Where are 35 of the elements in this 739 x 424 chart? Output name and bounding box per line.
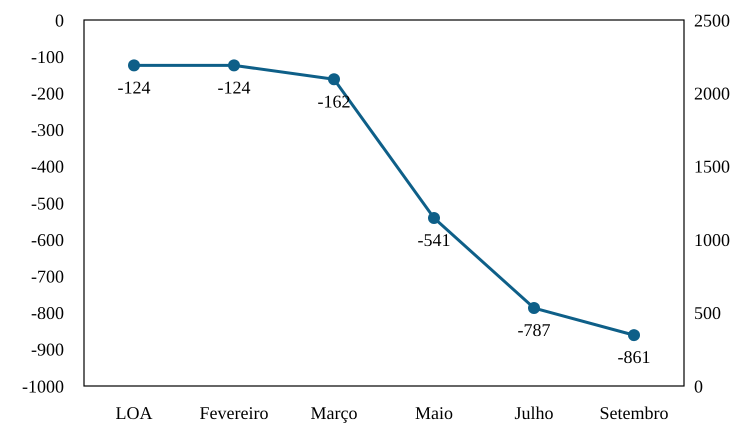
y2-tick-label: 1500 [694, 156, 730, 177]
point [428, 212, 440, 224]
y2-tick-label: 0 [694, 376, 703, 396]
data-label: -861 [618, 347, 650, 368]
data-label: -162 [318, 91, 350, 112]
y-tick-label: -200 [31, 84, 64, 104]
y-tick-label: -600 [31, 230, 64, 250]
point [228, 59, 240, 72]
y-tick-label: -900 [31, 340, 64, 360]
x-tick-label: Julho [514, 403, 554, 423]
data-label: -124 [218, 77, 250, 98]
point [328, 73, 340, 86]
x-tick-label: Maio [415, 403, 453, 423]
point [628, 329, 640, 342]
data-label: -787 [518, 320, 550, 340]
y-tick-label: -100 [31, 46, 64, 67]
y2-tick-label: 2000 [694, 84, 730, 104]
y-tick-label: 0 [55, 10, 64, 30]
y2-tick-label: 2500 [694, 10, 730, 30]
y-tick-label: -400 [31, 156, 64, 177]
x-tick-label: Março [310, 403, 358, 423]
data-label: -124 [118, 77, 150, 98]
x-tick-label: Fevereiro [200, 403, 268, 423]
x-tick-label: Setembro [600, 403, 668, 423]
y2-tick-label: 1000 [694, 230, 730, 250]
y-tick-label: -800 [31, 303, 64, 324]
y-tick-label: -500 [31, 193, 64, 214]
y-tick-label: -300 [31, 120, 64, 140]
y2-tick-label: 500 [694, 303, 721, 324]
data-label: -541 [418, 230, 450, 250]
x-tick-label: LOA [116, 403, 152, 423]
point [128, 59, 140, 72]
point [528, 302, 540, 314]
y-tick-label: -700 [31, 266, 64, 286]
y-tick-label: -1000 [22, 376, 64, 396]
